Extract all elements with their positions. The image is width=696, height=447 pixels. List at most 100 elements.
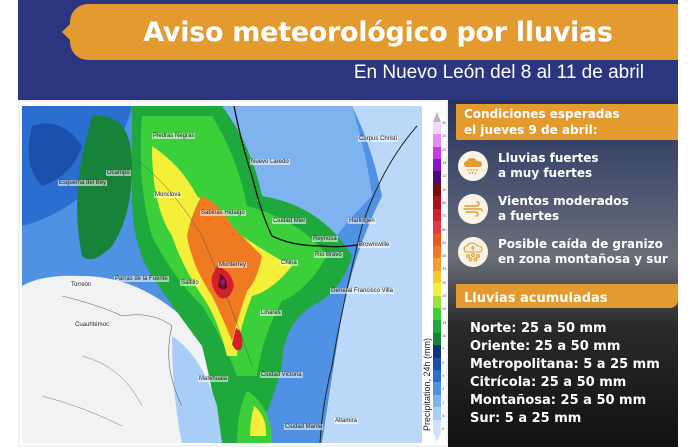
colorbar-tick-label: 0.1 <box>442 427 448 432</box>
colorbar-segment <box>433 233 441 246</box>
colorbar-tick-label: 7 <box>442 347 445 352</box>
colorbar-tick-label: 15 <box>442 320 447 325</box>
conditions-list: Lluvias fuertes a muy fuertes Vientos mo… <box>458 144 673 273</box>
map-city-label: Ciudad Mante <box>284 424 324 430</box>
map-city-label: Río Bravo <box>314 252 343 258</box>
colorbar-tick-label: 5 <box>442 360 445 365</box>
accumulated-row-sur: Sur: 5 a 25 mm <box>470 411 582 426</box>
map-city-label: Saltillo <box>180 280 200 286</box>
colorbar-tick-label: 35 <box>442 267 447 272</box>
colorbar-segment <box>433 369 441 383</box>
colorbar-tick-label: 0.5 <box>442 413 448 418</box>
info-panel: Condiciones esperadas el jueves 9 de abr… <box>448 100 678 447</box>
map-city-label: Linares <box>260 310 282 316</box>
accumulated-heading-banner: Lluvias acumuladas <box>456 284 678 308</box>
colorbar-segment <box>433 146 441 160</box>
accumulated-row-oriente: Oriente: 25 a 50 mm <box>470 339 621 354</box>
colorbar-bottom-arrow <box>433 432 441 442</box>
colorbar-segment <box>433 283 441 296</box>
colorbar-segment <box>433 134 441 147</box>
map-city-label: Cuauhtémoc <box>74 322 111 328</box>
accumulated-row-montanosa: Montañosa: 25 a 50 mm <box>470 393 647 408</box>
title-banner: Aviso meteorológico por lluvias <box>62 4 678 60</box>
map-city-label: Brownsville <box>358 242 391 248</box>
map-city-label: Ciudad Mier <box>272 218 307 224</box>
colorbar-top-arrow <box>433 112 441 122</box>
colorbar-segment <box>433 221 441 234</box>
map-city-label: Parras de la Fuente <box>114 276 169 282</box>
colorbar-segment <box>433 407 441 420</box>
condition-item: Lluvias fuertes a muy fuertes <box>458 144 673 187</box>
colorbar-segment <box>433 382 441 395</box>
map-city-label: Matehuala <box>198 376 229 382</box>
precipitation-map-frame: Corpus Christi Nuevo Laredo Piedras Negras… <box>18 100 448 447</box>
colorbar-legend: 0.10.51235710152025303540506070801001251… <box>422 106 448 443</box>
page-title: Aviso meteorológico por lluvias <box>143 16 613 48</box>
wind-icon <box>458 193 488 224</box>
colorbar-tick-label: 200 <box>442 147 447 152</box>
colorbar-tick-label: 2 <box>442 387 445 392</box>
colorbar-tick-label: 30 <box>442 280 447 285</box>
colorbar-scale <box>433 121 441 432</box>
colorbar-segment <box>433 121 441 135</box>
colorbar-segment <box>433 320 441 333</box>
colorbar-tick-label: 10 <box>442 334 447 338</box>
colorbar-tick-label: 1 <box>442 400 445 405</box>
map-city-label: Esquema del Bey <box>58 180 108 186</box>
conditions-heading-banner: Condiciones esperadas el jueves 9 de abr… <box>456 104 678 140</box>
map-city-label: Piedras Negras <box>152 133 196 139</box>
accumulated-row-citricola: Citrícola: 25 a 50 mm <box>470 375 627 390</box>
colorbar-tick-label: 25 <box>442 294 447 299</box>
condition-text: Posible caída de granizo en zona montaño… <box>498 236 668 266</box>
colorbar-tick-label: 50 <box>442 240 447 245</box>
colorbar-tick-label: 80 <box>442 200 447 205</box>
condition-text: Lluvias fuertes a muy fuertes <box>498 150 599 180</box>
conditions-heading: Condiciones esperadas el jueves 9 de abr… <box>464 107 620 137</box>
colorbar-segment <box>433 307 441 321</box>
hail-icon <box>458 236 488 267</box>
map-city-label: Altamira <box>334 418 359 424</box>
precipitation-map: Corpus Christi Nuevo Laredo Piedras Negras… <box>22 106 422 443</box>
colorbar-segment <box>433 159 441 172</box>
page-subtitle: En Nuevo León del 8 al 11 de abril <box>353 62 644 83</box>
colorbar-segment <box>433 171 441 184</box>
colorbar-tick-label: 100 <box>442 187 447 192</box>
map-city-label: General Francisco Villa <box>330 288 394 294</box>
colorbar-ticks: 0.10.51235710152025303540506070801001251… <box>442 121 448 432</box>
accumulated-row-norte: Norte: 25 a 50 mm <box>470 321 607 336</box>
accumulated-heading: Lluvias acumuladas <box>464 291 608 306</box>
map-city-label: Ciudad Victoria <box>260 372 303 378</box>
heavy-rain-icon <box>458 150 488 181</box>
accumulated-row-metropolitana: Metropolitana: 5 a 25 mm <box>470 357 660 372</box>
map-city-label: Corpus Christi <box>358 136 399 142</box>
colorbar-segment <box>433 183 441 197</box>
colorbar-tick-label: 150 <box>442 160 447 165</box>
colorbar-title: Precipitation, 24h (mm) <box>422 337 432 431</box>
map-city-label: Monclova <box>154 192 182 198</box>
map-city-label: Torreón <box>70 282 93 288</box>
map-city-label: Monterrey <box>218 262 248 268</box>
condition-item: Vientos moderados a fuertes <box>458 187 673 230</box>
colorbar-segment <box>433 357 441 370</box>
weather-advisory-poster: Aviso meteorológico por lluvias En Nuevo… <box>18 0 678 447</box>
colorbar-tick-label: 20 <box>442 307 447 312</box>
colorbar-segment <box>433 245 441 259</box>
colorbar-segment <box>433 270 441 284</box>
colorbar-segment <box>433 208 441 222</box>
colorbar-segment <box>433 394 441 408</box>
map-city-label: Harlingen <box>348 218 376 224</box>
colorbar-tick-label: 3 <box>442 373 445 378</box>
colorbar-segment <box>433 345 441 358</box>
colorbar-tick-label: 60 <box>442 227 447 232</box>
map-city-label: Nuevo Laredo <box>250 159 290 165</box>
condition-text: Vientos moderados a fuertes <box>498 193 629 223</box>
colorbar-segment <box>433 419 441 432</box>
map-city-label: Ocampo <box>106 170 131 176</box>
colorbar-segment <box>433 332 441 346</box>
colorbar-tick-label: 250 <box>442 134 447 139</box>
colorbar-segment <box>433 295 441 308</box>
accumulated-rain-list: Norte: 25 a 50 mm Oriente: 25 a 50 mm Me… <box>470 320 660 428</box>
precipitation-field <box>22 106 422 443</box>
colorbar-segment <box>433 196 441 209</box>
map-city-label: Reynosa <box>312 236 338 242</box>
